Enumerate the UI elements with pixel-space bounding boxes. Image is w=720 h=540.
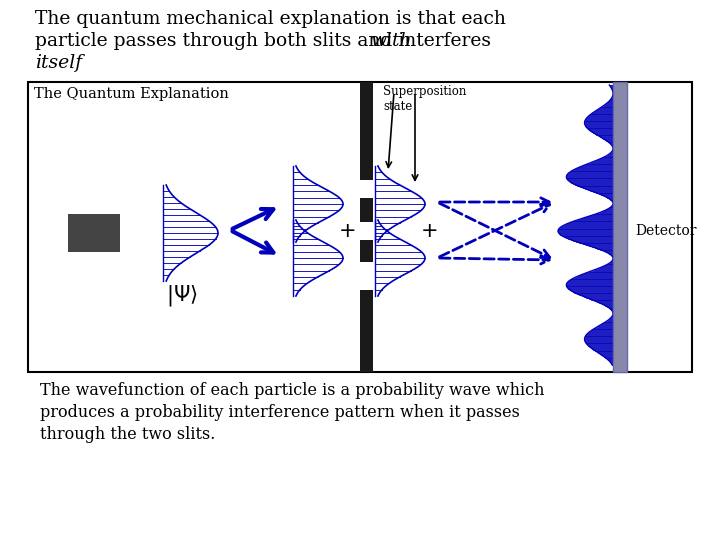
Bar <box>68 214 120 252</box>
Polygon shape <box>163 185 218 281</box>
Polygon shape <box>558 85 613 365</box>
Bar <box>360 82 373 180</box>
Text: itself: itself <box>35 54 82 72</box>
Text: particle passes through both slits and interferes: particle passes through both slits and i… <box>35 32 497 50</box>
Text: Detector: Detector <box>635 224 696 238</box>
Bar <box>613 82 627 372</box>
Text: +: + <box>421 221 438 241</box>
Bar <box>28 82 692 372</box>
Text: produces a probability interference pattern when it passes: produces a probability interference patt… <box>40 404 520 421</box>
Polygon shape <box>293 166 343 242</box>
Text: with: with <box>371 32 413 50</box>
Text: The Quantum Explanation: The Quantum Explanation <box>34 87 229 101</box>
Bar <box>360 290 373 372</box>
Bar <box>360 198 373 222</box>
Polygon shape <box>293 220 343 296</box>
Polygon shape <box>375 220 425 296</box>
Text: Superposition
state: Superposition state <box>383 85 467 113</box>
Text: +: + <box>339 221 357 241</box>
Text: The quantum mechanical explanation is that each: The quantum mechanical explanation is th… <box>35 10 506 28</box>
Text: through the two slits.: through the two slits. <box>40 426 215 443</box>
Text: $|\Psi\rangle$: $|\Psi\rangle$ <box>166 283 198 308</box>
Polygon shape <box>375 166 425 242</box>
Text: The wavefunction of each particle is a probability wave which: The wavefunction of each particle is a p… <box>40 382 544 399</box>
Bar <box>360 240 373 262</box>
